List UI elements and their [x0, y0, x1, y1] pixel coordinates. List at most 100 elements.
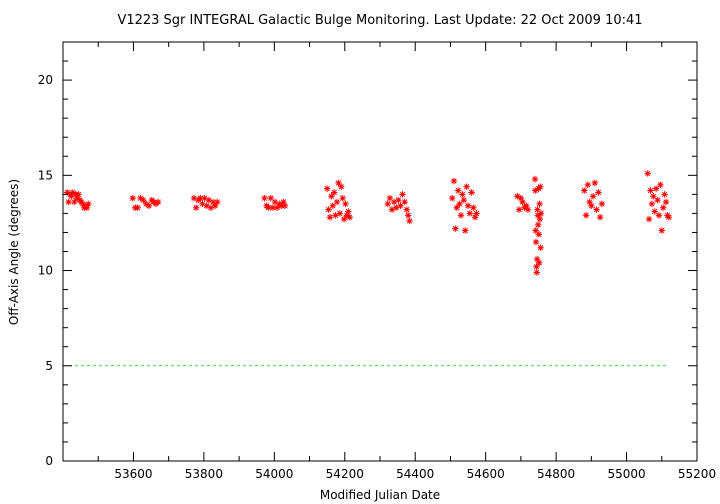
- data-point: [533, 263, 540, 270]
- data-point: [332, 212, 339, 219]
- data-point: [654, 196, 661, 204]
- data-point: [532, 227, 539, 234]
- data-point: [390, 198, 398, 206]
- data-point: [73, 194, 81, 202]
- data-point: [651, 208, 658, 215]
- data-point: [265, 204, 272, 211]
- x-tick-label: 54400: [396, 467, 434, 481]
- data-point: [345, 208, 352, 215]
- data-point: [536, 215, 544, 223]
- data-point: [589, 193, 597, 200]
- data-point: [134, 204, 141, 211]
- chart-title: V1223 Sgr INTEGRAL Galactic Bulge Monito…: [117, 13, 642, 28]
- data-point: [404, 212, 412, 219]
- data-point: [406, 217, 413, 225]
- data-point: [534, 221, 542, 229]
- axes-layer: 53600 53800 54000 54200 54400 54600 54800 55000…: [38, 41, 716, 481]
- data-point: [450, 177, 458, 185]
- data-point: [537, 210, 545, 217]
- data-point: [456, 200, 463, 208]
- data-point: [522, 202, 530, 209]
- data-point: [519, 198, 526, 206]
- data-point: [83, 204, 91, 211]
- data-point: [346, 214, 353, 221]
- data-point: [340, 215, 348, 223]
- data-point: [534, 212, 541, 219]
- data-point: [384, 200, 391, 208]
- data-point: [388, 206, 396, 213]
- data-point: [662, 198, 670, 206]
- data-point: [537, 244, 544, 251]
- data-point: [648, 200, 656, 208]
- data-point: [335, 179, 342, 187]
- data-point: [452, 225, 459, 232]
- data-point: [197, 194, 204, 202]
- data-point: [401, 198, 408, 206]
- data-point: [586, 198, 593, 206]
- data-point: [463, 183, 470, 190]
- data-point: [515, 206, 523, 213]
- data-point: [339, 194, 346, 202]
- data-point: [267, 194, 275, 202]
- data-point: [657, 181, 664, 189]
- data-point: [64, 189, 71, 196]
- plot-frame: [62, 41, 698, 462]
- data-point: [535, 231, 543, 238]
- data-point: [331, 189, 338, 196]
- data-point: [665, 214, 673, 221]
- data-point: [190, 194, 198, 202]
- data-point: [154, 198, 162, 206]
- data-point: [661, 191, 668, 198]
- x-tick-label: 55200: [678, 467, 716, 481]
- data-point: [588, 202, 595, 209]
- data-point: [137, 194, 144, 202]
- data-point: [647, 187, 654, 194]
- data-point: [584, 181, 592, 189]
- x-tick-label: 53600: [114, 467, 152, 481]
- data-point: [326, 214, 334, 221]
- y-tick-label: 15: [38, 168, 53, 182]
- data-point: [129, 194, 136, 202]
- data-point: [532, 238, 540, 246]
- data-point: [464, 202, 472, 209]
- data-point: [329, 202, 337, 209]
- data-point: [460, 196, 468, 204]
- data-point: [471, 214, 479, 221]
- data-point: [269, 204, 277, 211]
- data-point: [533, 269, 540, 276]
- data-point: [457, 212, 465, 219]
- data-point: [534, 206, 541, 213]
- data-point: [343, 212, 351, 219]
- data-point: [453, 204, 460, 211]
- data-point: [203, 202, 210, 209]
- data-point: [536, 200, 543, 208]
- x-tick-label: 55000: [607, 467, 645, 481]
- data-point: [271, 198, 279, 206]
- data-point: [459, 191, 466, 198]
- data-point: [211, 202, 219, 209]
- data-point: [658, 227, 665, 234]
- x-tick-label: 54000: [255, 467, 293, 481]
- data-point: [466, 210, 474, 217]
- data-point: [591, 179, 599, 187]
- data-point: [652, 185, 660, 192]
- data-point: [145, 202, 153, 209]
- data-point: [393, 204, 400, 211]
- y-axis-label: Off-Axis Angle (degrees): [7, 179, 21, 325]
- data-point: [524, 206, 532, 213]
- data-point: [336, 210, 344, 217]
- data-point: [581, 187, 588, 194]
- data-point: [644, 170, 651, 177]
- x-axis-label: Modified Julian Date: [320, 488, 440, 502]
- data-point: [140, 196, 147, 204]
- y-tick-label: 5: [45, 359, 53, 373]
- y-tick-label: 0: [45, 454, 53, 468]
- data-point: [207, 204, 215, 211]
- data-point: [598, 200, 606, 208]
- data-point: [278, 202, 285, 209]
- x-tick-label: 53800: [185, 467, 223, 481]
- data-point: [338, 183, 345, 190]
- data-point: [403, 206, 410, 213]
- data-point: [323, 185, 331, 192]
